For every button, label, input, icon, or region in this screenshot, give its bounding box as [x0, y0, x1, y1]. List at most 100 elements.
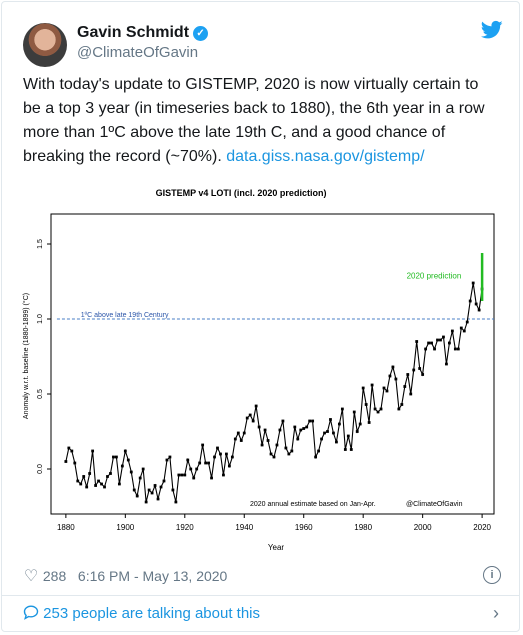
data-point: [70, 449, 74, 453]
tweet-media-chart[interactable]: GISTEMP v4 LOTI (incl. 2020 prediction) …: [21, 176, 501, 556]
y-axis-label: Anomaly w.r.t. baseline (1880-1899) (°C): [22, 293, 30, 419]
author-name-row[interactable]: Gavin Schmidt ✓: [77, 24, 209, 42]
data-point: [412, 368, 416, 372]
data-point: [284, 446, 288, 450]
data-point: [385, 389, 389, 393]
series-points: [64, 281, 484, 504]
data-point: [311, 419, 315, 423]
data-point: [361, 386, 365, 390]
data-point: [129, 470, 133, 474]
data-point: [326, 430, 329, 433]
timestamp[interactable]: 6:16 PM - May 13, 2020: [77, 568, 228, 584]
data-point: [233, 437, 237, 441]
data-point: [302, 427, 306, 430]
data-point: [281, 419, 285, 423]
data-point: [204, 461, 208, 465]
data-point: [168, 455, 172, 459]
author-name[interactable]: Gavin Schmidt: [77, 24, 190, 41]
data-point: [453, 347, 457, 351]
data-point: [213, 455, 216, 459]
data-point: [227, 464, 231, 468]
data-point: [409, 392, 413, 396]
data-point: [433, 347, 436, 351]
data-point: [415, 340, 419, 343]
data-point: [421, 373, 425, 376]
data-point: [82, 475, 86, 478]
data-point: [340, 407, 344, 411]
data-point: [236, 431, 240, 435]
x-tick-label: 2000: [414, 523, 432, 532]
data-point: [456, 347, 460, 351]
data-point: [138, 476, 142, 480]
data-point: [275, 443, 279, 447]
data-point: [418, 367, 422, 370]
data-point: [278, 428, 282, 432]
data-point: [254, 404, 258, 408]
like-count[interactable]: 288: [42, 568, 67, 584]
data-point: [239, 439, 243, 442]
data-point: [468, 299, 472, 303]
author-handle[interactable]: @ClimateOfGavin: [77, 44, 199, 61]
data-point: [427, 341, 430, 345]
data-point: [198, 461, 202, 465]
footnote-left: 2020 annual estimate based on Jan-Apr.: [250, 501, 376, 508]
data-point: [352, 410, 356, 414]
data-point: [266, 439, 270, 442]
data-point: [219, 452, 222, 456]
y-tick-label: 1.5: [37, 239, 44, 249]
chevron-right-icon[interactable]: ›: [493, 603, 499, 623]
data-point: [112, 455, 115, 459]
data-point: [335, 440, 338, 444]
data-point: [459, 326, 463, 330]
conversation-text[interactable]: 253 people are talking about this: [43, 605, 260, 622]
data-point: [305, 425, 309, 429]
verified-badge-icon: ✓: [193, 26, 209, 41]
data-point: [162, 479, 166, 483]
data-point: [171, 488, 175, 492]
data-point: [337, 422, 341, 426]
data-point: [323, 431, 326, 435]
data-point: [260, 443, 264, 447]
data-point: [126, 458, 130, 462]
y-tick-label: 0.0: [37, 464, 44, 474]
data-point: [251, 419, 255, 423]
data-point: [448, 341, 451, 345]
data-point: [343, 448, 347, 451]
data-point: [400, 403, 404, 406]
data-point: [355, 430, 359, 433]
data-point: [76, 479, 80, 483]
data-point: [364, 403, 368, 406]
data-point: [450, 329, 454, 333]
data-point: [79, 482, 83, 486]
x-tick-label: 1920: [176, 523, 194, 532]
heart-icon[interactable]: ♡: [23, 568, 39, 585]
data-point: [242, 431, 246, 435]
data-point: [216, 446, 219, 450]
data-point: [109, 472, 112, 475]
data-point: [141, 467, 145, 471]
data-point: [225, 452, 228, 456]
data-point: [332, 431, 335, 435]
data-point: [272, 455, 276, 459]
chart: GISTEMP v4 LOTI (incl. 2020 prediction) …: [22, 188, 495, 552]
data-point: [474, 302, 478, 306]
data-point: [67, 446, 71, 450]
data-point: [394, 377, 398, 381]
tweet-link[interactable]: data.giss.nasa.gov/gistemp/: [226, 148, 425, 165]
avatar[interactable]: [23, 23, 67, 67]
data-point: [135, 494, 139, 498]
twitter-bird-icon[interactable]: [481, 20, 503, 40]
data-point: [358, 422, 362, 426]
data-point: [192, 476, 196, 480]
data-point: [436, 338, 439, 342]
data-point: [156, 497, 160, 501]
data-point: [367, 421, 371, 424]
info-icon[interactable]: i: [483, 566, 501, 584]
x-tick-label: 1900: [116, 523, 134, 532]
data-point: [471, 281, 475, 285]
conversation-link[interactable]: 253 people are talking about this ›: [23, 603, 503, 623]
data-point: [245, 416, 249, 420]
data-point: [442, 335, 445, 339]
data-point: [165, 458, 169, 462]
data-point: [314, 455, 318, 459]
